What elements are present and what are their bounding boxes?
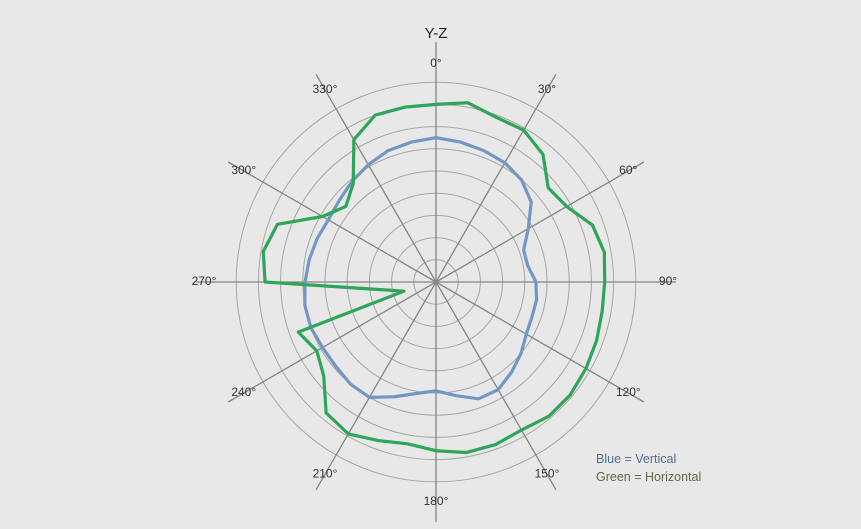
angle-tick-label: 0°: [430, 56, 442, 70]
series-line-vertical: [303, 136, 539, 401]
legend-entry-horizontal: Green = Horizontal: [596, 470, 701, 484]
angle-tick-label: 120°: [616, 385, 641, 399]
angle-tick-label: 90°: [659, 274, 677, 288]
angle-spoke: [315, 281, 437, 491]
series-layer: [261, 101, 607, 455]
angle-tick-label: 180°: [424, 494, 449, 508]
angle-spoke: [315, 73, 437, 283]
angle-spoke: [435, 281, 557, 491]
angle-tick-label: 30°: [538, 82, 556, 96]
legend: Blue = Vertical Green = Horizontal: [596, 452, 701, 484]
angle-spokes: [196, 42, 676, 522]
series-line-horizontal: [261, 101, 607, 455]
chart-title: Y-Z: [425, 25, 448, 42]
angle-tick-label: 300°: [231, 163, 256, 177]
angle-spoke: [227, 281, 437, 403]
angle-tick-label: 330°: [313, 82, 338, 96]
angle-tick-labels: 0° 30° 60° 90° 120° 150° 180° 210° 240° 270° 300° 3…: [192, 56, 678, 508]
angle-tick-label: 60°: [619, 163, 637, 177]
angle-tick-label: 150°: [535, 466, 560, 480]
angle-spoke: [435, 161, 645, 283]
legend-entry-vertical: Blue = Vertical: [596, 452, 676, 466]
angle-spoke: [435, 281, 645, 403]
angle-tick-label: 210°: [313, 466, 338, 480]
angle-spoke: [435, 73, 557, 283]
angle-tick-label: 270°: [192, 274, 217, 288]
angle-spoke: [227, 161, 437, 283]
angle-tick-label: 240°: [231, 385, 256, 399]
